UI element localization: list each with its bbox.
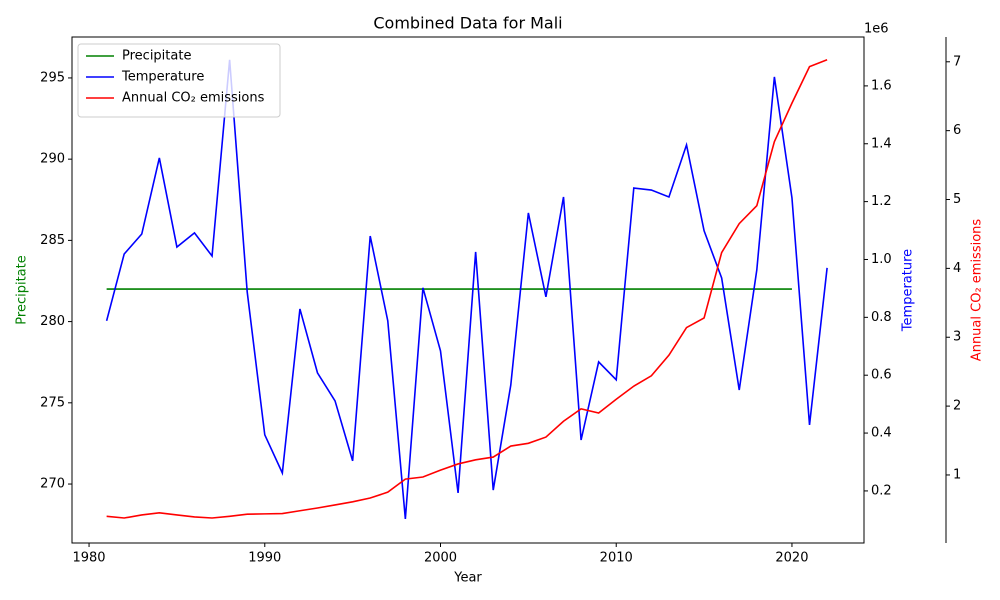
- plot-frame: [71, 36, 865, 544]
- y-axis-label: Precipitate: [15, 255, 30, 324]
- y3-tick-label: 1: [953, 467, 961, 482]
- y2-tick-label: 0.8: [871, 310, 892, 325]
- y-tick-label: 290: [40, 152, 65, 167]
- y2-axis-label: Temperature: [901, 249, 916, 332]
- y3-tick-label: 4: [953, 261, 961, 276]
- x-tick-label: 2000: [424, 551, 457, 566]
- y2-tick-label: 1.0: [871, 252, 892, 267]
- y-tick-label: 270: [40, 477, 65, 492]
- y2-tick-label: 0.6: [871, 368, 892, 383]
- y-tick-label: 295: [40, 70, 65, 85]
- y2-tick-label: 0.2: [871, 483, 892, 498]
- y-tick-label: 275: [40, 395, 65, 410]
- y3-tick-label: 3: [953, 330, 961, 345]
- legend-box: [77, 43, 281, 118]
- x-tick-label: 2020: [775, 551, 808, 566]
- x-tick-label: 1980: [72, 551, 105, 566]
- y3-tick-label: 2: [953, 399, 961, 414]
- x-tick-label: 1990: [248, 551, 281, 566]
- x-axis-label: Year: [453, 571, 482, 586]
- y-tick-label: 280: [40, 314, 65, 329]
- y3-tick-label: 6: [953, 123, 961, 138]
- series-line: [106, 58, 828, 519]
- y3-tick-label: 7: [953, 54, 961, 69]
- y2-tick-label: 0.4: [871, 426, 892, 441]
- y2-tick-label: 1.6: [871, 78, 892, 93]
- legend-label: Annual CO₂ emissions: [122, 91, 265, 106]
- y2-tick-label: 1.2: [871, 194, 892, 209]
- y3-tick-label: 5: [953, 192, 961, 207]
- y2-tick-label: 1.4: [871, 136, 892, 151]
- legend-label: Temperature: [121, 70, 204, 85]
- y-tick-label: 285: [40, 233, 65, 248]
- y3-axis-label: Annual CO₂ emissions: [970, 219, 985, 362]
- y2-offset: 1e6: [864, 22, 889, 37]
- legend-label: Precipitate: [122, 49, 191, 64]
- chart-title: Combined Data for Mali: [373, 14, 562, 33]
- x-tick-label: 2010: [600, 551, 633, 566]
